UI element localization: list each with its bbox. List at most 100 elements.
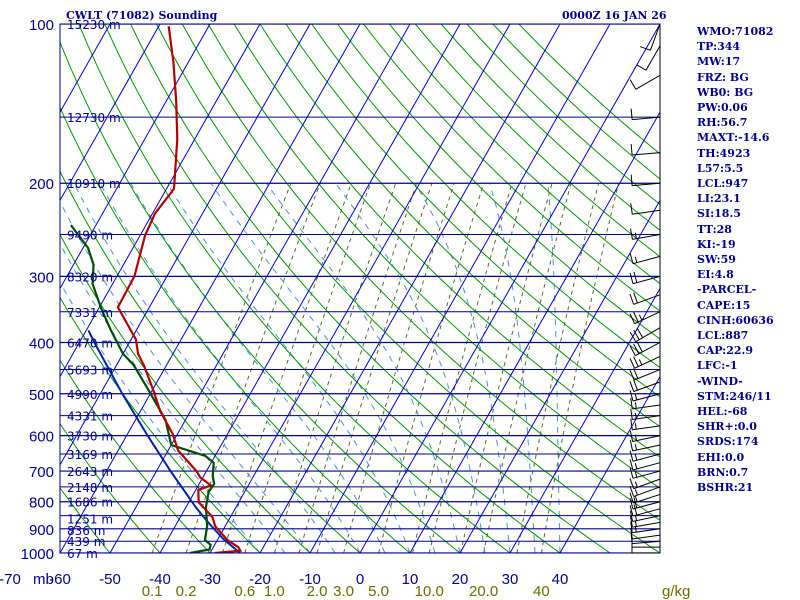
wind-barb-shaft <box>632 508 661 517</box>
wind-barb-flag <box>629 390 634 402</box>
wind-barb-flag <box>633 292 638 304</box>
wind-barb-shaft <box>632 116 661 121</box>
index-item: LI:23.1 <box>697 192 741 206</box>
wind-barb-flag <box>630 228 633 240</box>
height-label: 5693 m <box>67 364 113 378</box>
mixing-ratio-unit: g/kg <box>662 583 690 600</box>
dry-adiabat <box>156 24 660 553</box>
wind-barb <box>630 521 661 534</box>
pressure-tick-label: 300 <box>29 269 54 286</box>
isotherm-line <box>60 24 361 553</box>
index-item: TT:28 <box>697 222 732 236</box>
wind-barb-flag <box>629 293 635 305</box>
wind-barb <box>629 252 661 265</box>
wind-barb-flag <box>629 505 634 517</box>
index-item: L57:5.5 <box>697 161 744 175</box>
index-item: CAPE:15 <box>697 298 751 312</box>
pressure-tick-label: 700 <box>29 464 54 481</box>
wind-barb-flag <box>633 356 639 367</box>
index-item: SRDS:174 <box>697 435 759 449</box>
wind-barb-flag <box>633 329 640 340</box>
wind-barb <box>629 355 661 369</box>
temperature-tick-label: -30 <box>199 571 221 588</box>
isotherm-line <box>559 375 660 553</box>
isotherm-line <box>509 287 660 553</box>
moist-adiabat <box>60 200 311 553</box>
height-label: 8320 m <box>67 270 113 284</box>
wind-barb-flag <box>629 485 635 497</box>
wind-barb-shaft <box>632 209 661 215</box>
wind-barb <box>629 478 661 490</box>
wind-barb-flag <box>633 368 639 379</box>
wind-barb <box>629 430 661 442</box>
wind-barb-flag <box>629 467 634 479</box>
mixing-ratio-line <box>428 183 527 553</box>
wind-barb <box>629 450 661 462</box>
mixing-ratio-line <box>185 183 321 553</box>
dry-adiabat <box>60 233 311 553</box>
dry-adiabat <box>60 359 211 553</box>
wind-barb-flag <box>629 498 634 510</box>
height-label: 4990 m <box>67 388 113 402</box>
index-item: BRN:0.7 <box>697 465 749 479</box>
dry-adiabat <box>207 24 660 489</box>
wind-barb-flag <box>630 174 633 186</box>
wind-barb-shaft <box>632 470 661 479</box>
wind-barb <box>630 108 661 121</box>
isotherm-line <box>309 24 611 553</box>
dry-adiabat <box>78 24 511 553</box>
plot-area <box>60 24 660 553</box>
moist-adiabat <box>547 183 561 553</box>
wind-barb-half <box>634 444 638 451</box>
wind-barb <box>629 311 661 325</box>
wind-barb <box>629 292 661 305</box>
dewpoint-trace <box>70 224 216 553</box>
wind-barb <box>629 459 661 471</box>
wind-barb-shaft <box>634 311 661 325</box>
height-label: 1251 m <box>67 512 113 526</box>
wind-barb-flag <box>629 439 634 451</box>
wind-barb-half <box>634 489 638 496</box>
wind-barb-flag <box>629 430 634 442</box>
wind-barb <box>636 45 661 71</box>
wind-barb <box>629 485 661 497</box>
index-item: FRZ: BG <box>697 70 749 84</box>
wind-barb <box>630 203 661 215</box>
mixing-ratio-line <box>298 183 418 553</box>
temperature-tick-label: -60 <box>49 571 71 588</box>
wind-barb <box>630 174 661 187</box>
index-item: WB0: BG <box>697 85 754 99</box>
isotherm-line <box>359 24 660 553</box>
wind-barb-shaft <box>633 381 661 393</box>
index-item: LCL:947 <box>697 177 749 191</box>
mixing-ratio-line <box>273 183 397 553</box>
isotherm-line <box>60 24 211 290</box>
wind-barb-shaft <box>645 45 661 71</box>
wind-barb-shaft <box>635 327 661 343</box>
wind-barb-flag <box>639 46 651 51</box>
index-item: EI:4.8 <box>697 268 734 282</box>
height-label: 2643 m <box>67 465 113 479</box>
height-label: 6470 m <box>67 336 113 350</box>
moist-adiabat <box>60 242 286 553</box>
wind-barb-shaft <box>632 444 661 452</box>
wind-barb-shaft <box>632 534 661 540</box>
dry-adiabat <box>181 24 660 521</box>
temperature-tick-label: -50 <box>99 571 121 588</box>
temperature-tick-label: -10 <box>299 571 321 588</box>
wind-barb <box>629 271 661 285</box>
wind-barb-flag <box>630 203 633 215</box>
wind-barb-flag <box>629 252 634 264</box>
wind-barb-shaft <box>633 493 661 504</box>
wind-barb-half <box>634 256 638 263</box>
wind-barb <box>629 439 661 452</box>
wind-barb-half <box>634 434 638 441</box>
dry-adiabat <box>311 24 660 369</box>
index-item: -PARCEL- <box>697 283 757 297</box>
isotherm-line <box>159 24 461 553</box>
wind-barb-shaft <box>633 486 661 497</box>
wind-barb <box>630 516 661 528</box>
height-label: 439 m <box>67 535 105 549</box>
isotherm-line <box>409 111 660 553</box>
